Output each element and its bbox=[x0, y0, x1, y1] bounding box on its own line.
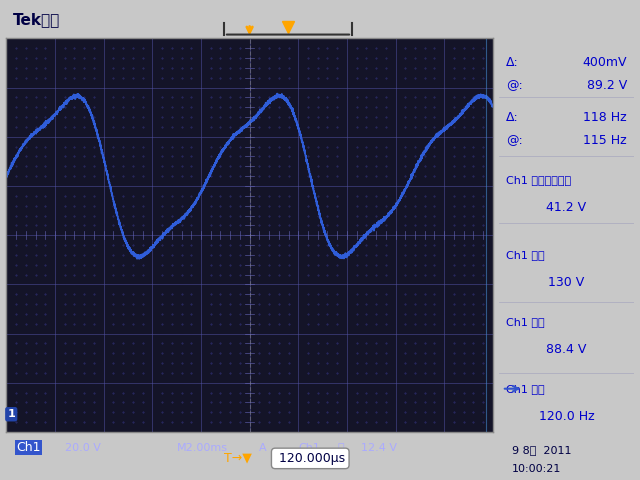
Text: Ch1 最大: Ch1 最大 bbox=[506, 250, 545, 260]
Text: Δ:: Δ: bbox=[506, 110, 518, 124]
Text: 115 Hz: 115 Hz bbox=[583, 134, 627, 147]
Text: 20.0 V: 20.0 V bbox=[65, 443, 100, 453]
Text: @:: @: bbox=[506, 134, 523, 147]
Text: ⍿: ⍿ bbox=[337, 443, 344, 453]
Text: 130 V: 130 V bbox=[548, 276, 584, 289]
Text: 89.2 V: 89.2 V bbox=[587, 79, 627, 92]
Text: 12.4 V: 12.4 V bbox=[362, 443, 397, 453]
Text: Ch1 最小: Ch1 最小 bbox=[506, 317, 545, 327]
Text: 88.4 V: 88.4 V bbox=[546, 343, 587, 356]
Text: @:: @: bbox=[506, 79, 523, 92]
Text: 120.0 Hz: 120.0 Hz bbox=[539, 410, 594, 423]
Text: 41.2 V: 41.2 V bbox=[547, 201, 586, 214]
Text: 9 8月  2011: 9 8月 2011 bbox=[512, 445, 572, 455]
Text: A: A bbox=[259, 443, 267, 453]
Text: Ch1: Ch1 bbox=[16, 441, 40, 454]
Text: 400mV: 400mV bbox=[582, 56, 627, 69]
Text: 10:00:21: 10:00:21 bbox=[512, 464, 561, 474]
Text: 120.000μs: 120.000μs bbox=[275, 452, 346, 465]
Text: T→▼: T→▼ bbox=[224, 452, 252, 465]
Text: M2.00ms: M2.00ms bbox=[177, 443, 228, 453]
Text: Tek预览: Tek预览 bbox=[13, 12, 60, 27]
Text: 118 Hz: 118 Hz bbox=[583, 110, 627, 124]
Text: Ch1 頻率: Ch1 頻率 bbox=[506, 384, 545, 394]
Text: Ch1: Ch1 bbox=[298, 443, 320, 453]
Text: Ch1 峰－峰値測定: Ch1 峰－峰値測定 bbox=[506, 175, 571, 185]
Text: Δ:: Δ: bbox=[506, 56, 518, 69]
Text: 1: 1 bbox=[8, 409, 15, 419]
